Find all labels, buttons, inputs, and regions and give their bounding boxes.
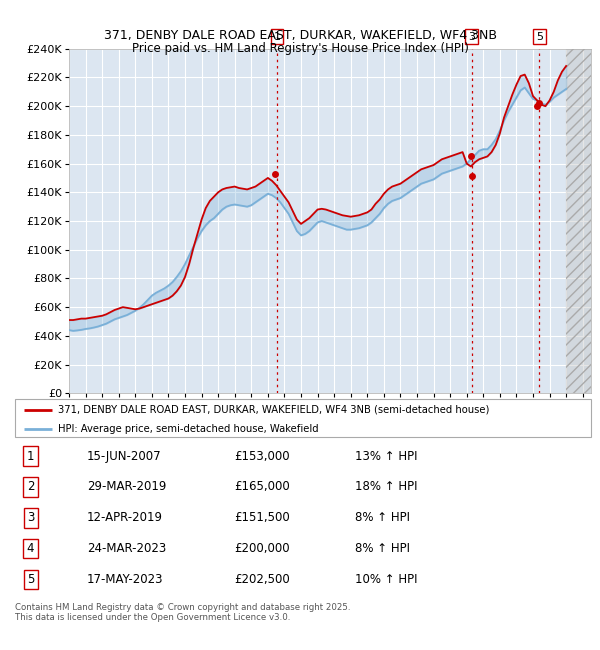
- Text: £153,000: £153,000: [234, 450, 290, 463]
- Text: 1: 1: [27, 450, 34, 463]
- Bar: [566, 49, 593, 393]
- Text: 17-MAY-2023: 17-MAY-2023: [87, 573, 163, 586]
- Text: 8% ↑ HPI: 8% ↑ HPI: [355, 511, 410, 524]
- Text: 13% ↑ HPI: 13% ↑ HPI: [355, 450, 418, 463]
- Text: 12-APR-2019: 12-APR-2019: [87, 511, 163, 524]
- Text: £165,000: £165,000: [234, 480, 290, 493]
- Text: Price paid vs. HM Land Registry's House Price Index (HPI): Price paid vs. HM Land Registry's House …: [131, 42, 469, 55]
- Text: 29-MAR-2019: 29-MAR-2019: [87, 480, 166, 493]
- Text: 10% ↑ HPI: 10% ↑ HPI: [355, 573, 418, 586]
- FancyBboxPatch shape: [15, 399, 591, 437]
- Text: 5: 5: [536, 32, 543, 42]
- Text: 1: 1: [274, 32, 281, 42]
- Text: 4: 4: [27, 542, 34, 555]
- Text: 2: 2: [27, 480, 34, 493]
- Text: HPI: Average price, semi-detached house, Wakefield: HPI: Average price, semi-detached house,…: [58, 424, 319, 434]
- Text: 15-JUN-2007: 15-JUN-2007: [87, 450, 161, 463]
- Text: £202,500: £202,500: [234, 573, 290, 586]
- Text: 3: 3: [27, 511, 34, 524]
- Text: 3: 3: [468, 32, 475, 42]
- Text: £151,500: £151,500: [234, 511, 290, 524]
- Text: £200,000: £200,000: [234, 542, 290, 555]
- Text: 371, DENBY DALE ROAD EAST, DURKAR, WAKEFIELD, WF4 3NB: 371, DENBY DALE ROAD EAST, DURKAR, WAKEF…: [104, 29, 497, 42]
- Bar: [566, 49, 593, 393]
- Text: 18% ↑ HPI: 18% ↑ HPI: [355, 480, 418, 493]
- Text: Contains HM Land Registry data © Crown copyright and database right 2025.
This d: Contains HM Land Registry data © Crown c…: [15, 603, 350, 622]
- Text: 371, DENBY DALE ROAD EAST, DURKAR, WAKEFIELD, WF4 3NB (semi-detached house): 371, DENBY DALE ROAD EAST, DURKAR, WAKEF…: [58, 405, 490, 415]
- Text: 5: 5: [27, 573, 34, 586]
- Text: 8% ↑ HPI: 8% ↑ HPI: [355, 542, 410, 555]
- Text: 24-MAR-2023: 24-MAR-2023: [87, 542, 166, 555]
